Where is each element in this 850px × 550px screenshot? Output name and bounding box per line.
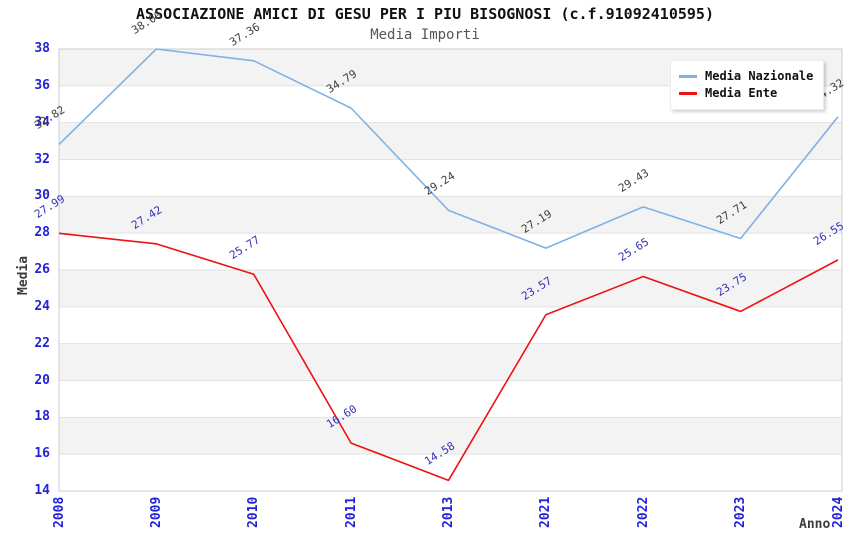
plot-band xyxy=(59,270,842,307)
series-line-media-nazionale xyxy=(58,48,839,249)
x-axis-title: Anno xyxy=(799,517,831,532)
plot-band xyxy=(59,233,842,270)
plot-border xyxy=(58,48,843,492)
plot-band xyxy=(59,343,842,381)
plot-band xyxy=(59,380,842,418)
plot-band xyxy=(59,196,842,234)
legend-swatch-media-nazionale-icon xyxy=(679,74,697,78)
legend-item-media-ente: Media Ente xyxy=(679,86,813,100)
chart-title: ASSOCIAZIONE AMICI DI GESU PER I PIU BIS… xyxy=(136,5,714,23)
legend-label-media-nazionale: Media Nazionale xyxy=(705,69,814,83)
plot-band xyxy=(59,306,842,344)
plot-band xyxy=(59,159,842,197)
plot-band xyxy=(59,417,842,455)
legend-item-media-nazionale: Media Nazionale xyxy=(679,69,813,83)
y-axis-title: Media xyxy=(16,255,31,295)
chart-subtitle: Media Importi xyxy=(370,27,480,43)
legend-swatch-media-ente-icon xyxy=(679,91,697,95)
plot-band xyxy=(59,454,842,491)
plot-band xyxy=(59,122,842,160)
series-line-media-ente xyxy=(58,232,839,482)
legend-label-media-ente: Media Ente xyxy=(705,86,778,100)
legend: Media Nazionale Media Ente xyxy=(670,60,825,110)
